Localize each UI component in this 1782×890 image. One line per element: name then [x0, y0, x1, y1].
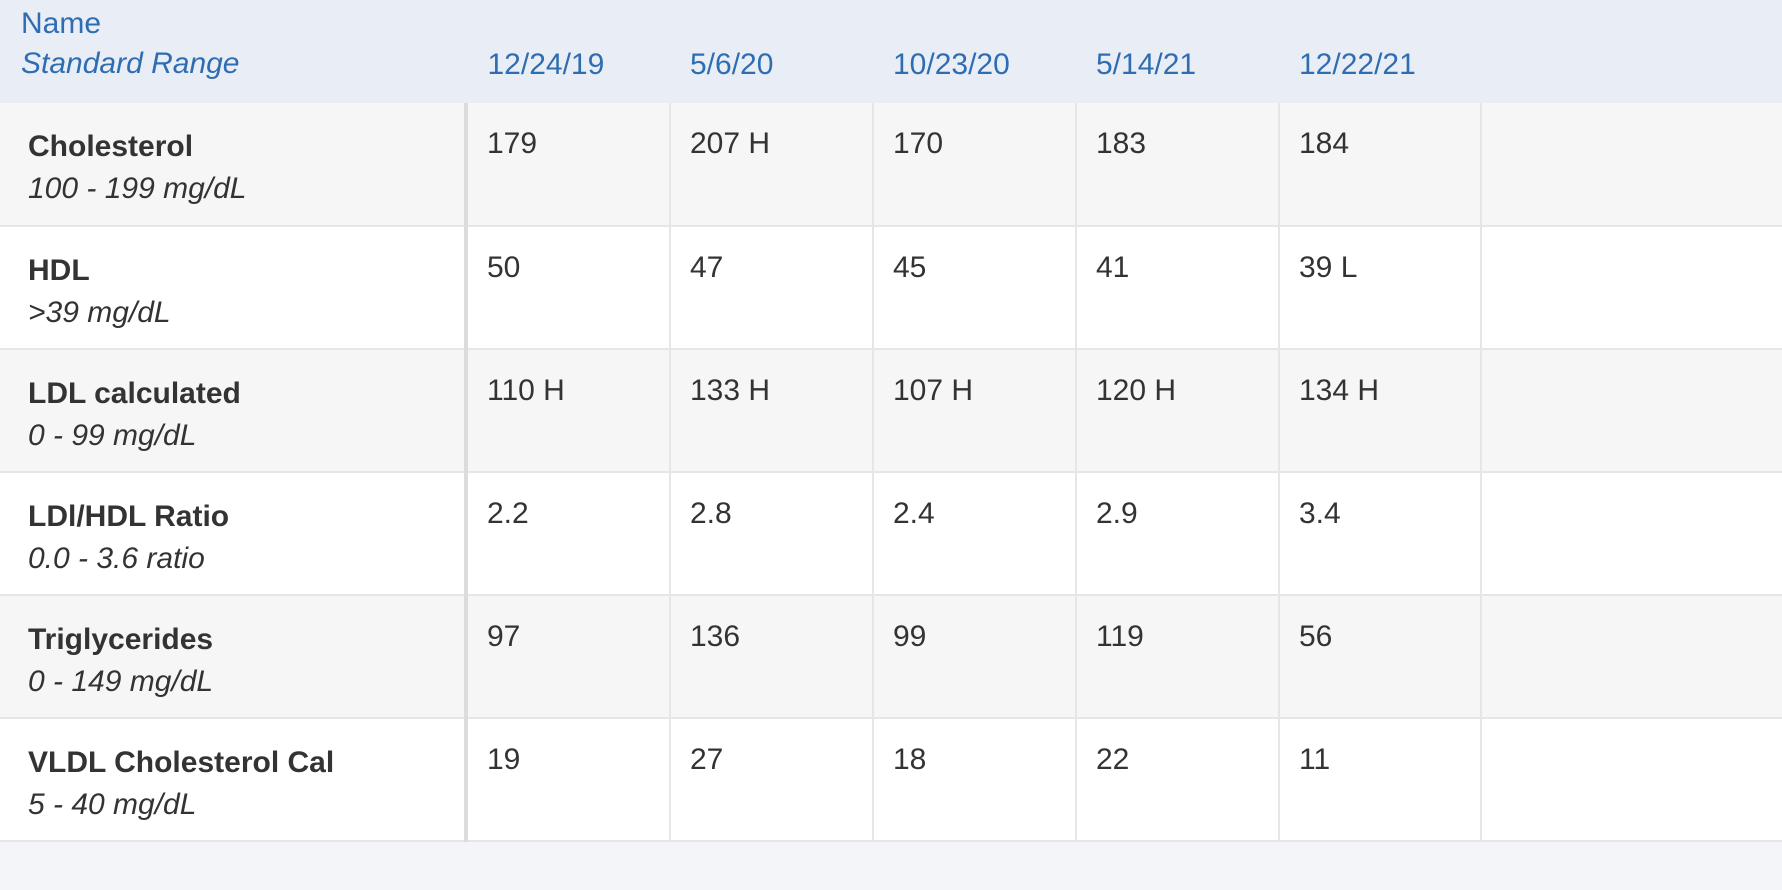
- test-name: Triglycerides: [28, 623, 214, 656]
- result-value: 11: [1279, 718, 1482, 842]
- result-value: 50: [466, 226, 671, 350]
- result-value: 39 L: [1279, 226, 1482, 350]
- empty-cell: [1481, 103, 1782, 227]
- header-date: 5/6/20: [690, 48, 774, 81]
- result-value: 207 H: [670, 103, 874, 227]
- result-value: 45: [873, 226, 1077, 350]
- test-range: 100 - 199 mg/dL: [28, 172, 247, 205]
- result-value: 133 H: [670, 349, 874, 473]
- result-value: 97: [466, 595, 671, 719]
- empty-cell: [1481, 718, 1782, 842]
- result-value: 2.4: [873, 472, 1077, 596]
- result-value: 107 H: [873, 349, 1077, 473]
- result-row: LDl/HDL Ratio 0.0 - 3.6 ratio 2.2 2.8 2.4 2.9…: [0, 472, 1782, 596]
- result-value: 134 H: [1279, 349, 1482, 473]
- empty-cell: [1481, 226, 1782, 350]
- empty-cell: [1481, 472, 1782, 596]
- test-name: HDL: [28, 254, 90, 287]
- result-value: 119: [1076, 595, 1280, 719]
- result-value: 56: [1279, 595, 1482, 719]
- result-row: Triglycerides 0 - 149 mg/dL 97 136 99 119 56: [0, 595, 1782, 719]
- test-cell: VLDL Cholesterol Cal 5 - 40 mg/dL: [0, 718, 468, 842]
- result-row: VLDL Cholesterol Cal 5 - 40 mg/dL 19 27 18 22…: [0, 718, 1782, 842]
- result-row: Cholesterol 100 - 199 mg/dL 179 207 H 170 183…: [0, 103, 1782, 227]
- test-range: 5 - 40 mg/dL: [28, 788, 197, 821]
- test-cell: LDL calculated 0 - 99 mg/dL: [0, 349, 468, 473]
- header-name-cell: Name Standard Range: [0, 0, 468, 103]
- test-range: >39 mg/dL: [28, 296, 171, 329]
- result-value: 184: [1279, 103, 1482, 227]
- test-cell: Cholesterol 100 - 199 mg/dL: [0, 103, 468, 227]
- lab-results-table: Name Standard Range 12/24/19 5/6/20 10/23/…: [0, 0, 1782, 842]
- test-cell: LDl/HDL Ratio 0.0 - 3.6 ratio: [0, 472, 468, 596]
- result-value: 47: [670, 226, 874, 350]
- test-cell: HDL >39 mg/dL: [0, 226, 468, 350]
- result-value: 3.4: [1279, 472, 1482, 596]
- result-value: 19: [466, 718, 671, 842]
- result-value: 2.8: [670, 472, 874, 596]
- result-value: 41: [1076, 226, 1280, 350]
- result-value: 136: [670, 595, 874, 719]
- test-cell: Triglycerides 0 - 149 mg/dL: [0, 595, 468, 719]
- result-row: HDL >39 mg/dL 50 47 45 41 39 L: [0, 226, 1782, 350]
- result-value: 2.2: [466, 472, 671, 596]
- header-date: 10/23/20: [893, 48, 1010, 81]
- header-date: 12/22/21: [1299, 48, 1416, 81]
- result-value: 110 H: [466, 349, 671, 473]
- header-empty: [1481, 0, 1782, 103]
- header-date: 12/24/19: [487, 48, 605, 81]
- header-range: Standard Range: [21, 47, 240, 80]
- header-date: 5/14/21: [1096, 48, 1197, 81]
- test-range: 0 - 99 mg/dL: [28, 419, 197, 452]
- result-value: 170: [873, 103, 1077, 227]
- result-value: 18: [873, 718, 1077, 842]
- empty-cell: [1481, 349, 1782, 473]
- test-name: LDL calculated: [28, 377, 241, 410]
- result-value: 179: [466, 103, 671, 227]
- result-value: 183: [1076, 103, 1280, 227]
- result-row: LDL calculated 0 - 99 mg/dL 110 H 133 H 107 …: [0, 349, 1782, 473]
- result-value: 99: [873, 595, 1077, 719]
- result-value: 120 H: [1076, 349, 1280, 473]
- test-range: 0 - 149 mg/dL: [28, 665, 214, 698]
- test-range: 0.0 - 3.6 ratio: [28, 542, 205, 575]
- result-value: 27: [670, 718, 874, 842]
- test-name: LDl/HDL Ratio: [28, 500, 230, 533]
- header-name: Name: [21, 7, 102, 40]
- test-name: VLDL Cholesterol Cal: [28, 746, 335, 779]
- header-row: Name Standard Range 12/24/19 5/6/20 10/23/…: [0, 0, 1782, 103]
- result-value: 2.9: [1076, 472, 1280, 596]
- table-body: Cholesterol 100 - 199 mg/dL 179 207 H 170 183…: [0, 103, 1782, 842]
- result-value: 22: [1076, 718, 1280, 842]
- test-name: Cholesterol: [28, 130, 194, 163]
- empty-cell: [1481, 595, 1782, 719]
